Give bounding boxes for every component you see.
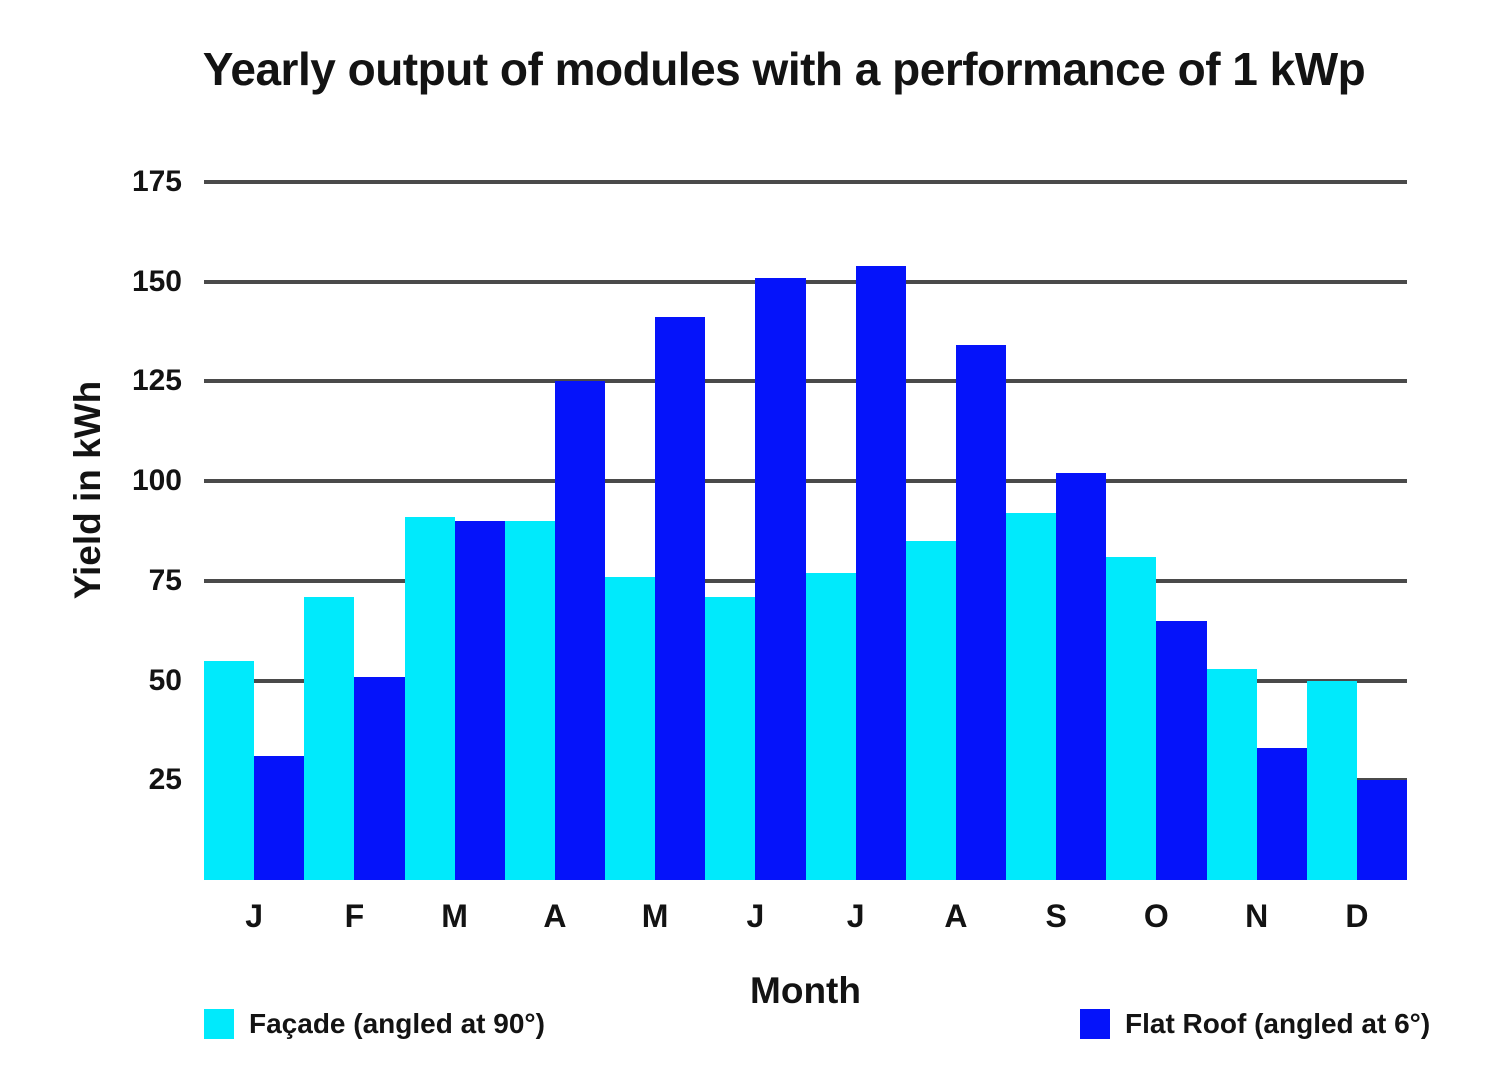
bar-facade-F-2 [304, 596, 355, 880]
bar-flat-roof-N-11 [1256, 748, 1307, 880]
bar-flat-roof-S-9 [1056, 473, 1107, 880]
x-tick-label-2: F [344, 898, 365, 934]
bar-flat-roof-O-10 [1156, 620, 1207, 880]
x-tick-label-3: M [441, 898, 468, 934]
chart-title: Yearly output of modules with a performa… [202, 43, 1366, 95]
legend-label-flat-roof: Flat Roof (angled at 6°) [1125, 1008, 1431, 1039]
bar-facade-S-9 [1006, 512, 1057, 880]
legend-item-flat-roof: Flat Roof (angled at 6°) [1080, 1008, 1430, 1040]
x-tick-label-6: J [746, 898, 765, 934]
y-tick-label-50: 50 [148, 663, 182, 697]
x-tick-label-9: S [1045, 898, 1067, 934]
bar-facade-A-4 [504, 520, 555, 880]
bar-facade-M-5 [605, 576, 656, 880]
x-axis-title: Month [750, 970, 861, 1011]
gridline-100 [204, 479, 1407, 483]
y-tick-label-75: 75 [148, 563, 182, 597]
bar-facade-J-1 [204, 660, 255, 880]
x-tick-label-7: J [846, 898, 865, 934]
bar-flat-roof-A-4 [554, 381, 605, 880]
bar-facade-J-7 [805, 572, 856, 880]
gridline-150 [204, 279, 1407, 284]
legend-swatch-flat-roof [1080, 1009, 1110, 1039]
bar-facade-N-11 [1206, 668, 1257, 880]
bar-facade-O-10 [1106, 556, 1157, 880]
x-tick-label-8: A [944, 898, 968, 934]
legend-label-facade: Façade (angled at 90°) [249, 1008, 545, 1039]
y-tick-label-150: 150 [131, 264, 182, 298]
gridline-125 [204, 379, 1407, 384]
x-tick-label-11: N [1245, 898, 1269, 934]
bar-flat-roof-A-8 [955, 345, 1006, 880]
x-tick-label-5: M [641, 898, 669, 934]
y-tick-label-175: 175 [131, 164, 182, 198]
bar-flat-roof-J-1 [254, 756, 305, 880]
bar-facade-A-8 [905, 540, 956, 880]
bar-flat-roof-M-5 [655, 317, 706, 880]
y-tick-label-100: 100 [131, 464, 182, 497]
x-tick-label-12: D [1345, 898, 1369, 934]
bar-flat-roof-J-6 [755, 277, 806, 880]
bar-flat-roof-F-2 [354, 676, 405, 880]
bar-facade-J-6 [705, 596, 756, 880]
x-tick-label-1: J [245, 898, 264, 934]
gridline-175 [204, 179, 1407, 184]
bar-flat-roof-M-3 [454, 520, 505, 880]
x-tick-label-10: O [1143, 898, 1169, 934]
y-tick-label-125: 125 [131, 364, 182, 398]
legend-swatch-facade [204, 1009, 234, 1039]
bar-flat-roof-J-7 [855, 265, 906, 880]
x-tick-label-4: A [543, 898, 567, 934]
legend-item-facade: Façade (angled at 90°) [204, 1008, 545, 1040]
bar-facade-D-12 [1306, 680, 1357, 880]
bar-facade-M-3 [404, 516, 455, 880]
y-tick-label-25: 25 [148, 763, 182, 797]
bar-flat-roof-D-12 [1356, 780, 1407, 880]
